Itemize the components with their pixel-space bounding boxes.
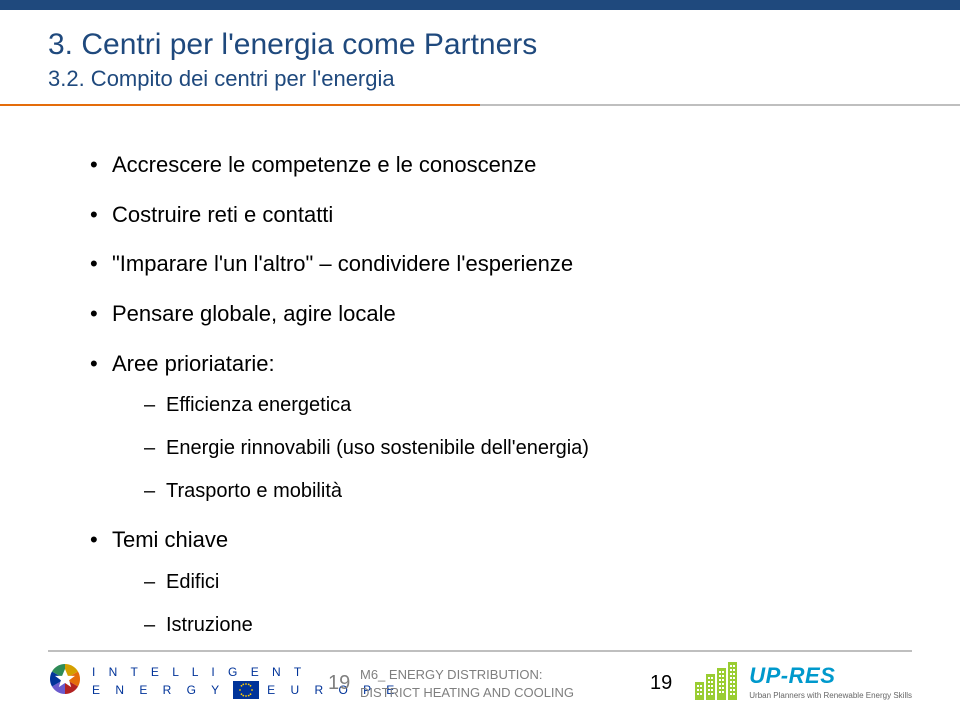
content-area: Accrescere le competenze e le conoscenze… (90, 150, 890, 659)
list-item: Istruzione (144, 612, 890, 639)
sub-bullet-text: Efficienza energetica (166, 394, 351, 416)
title-divider (0, 104, 960, 106)
bullet-text: Accrescere le competenze e le conoscenze (112, 152, 536, 177)
bullet-text: "Imparare l'un l'altro" – condividere l'… (112, 251, 573, 276)
slide-subtitle: 3.2. Compito dei centri per l'energia (48, 66, 395, 92)
sub-bullet-text: Edifici (166, 571, 219, 593)
module-line2: DISTRICT HEATING AND COOLING (360, 684, 574, 702)
sub-bullet-list: Efficienza energetica Energie rinnovabil… (112, 392, 890, 505)
slide-title: 3. Centri per l'energia come Partners (48, 28, 537, 62)
bullet-text: Temi chiave (112, 527, 228, 552)
list-item: "Imparare l'un l'altro" – condividere l'… (90, 249, 890, 279)
footer: I N T E L L I G E N T E N E R G Y (0, 650, 960, 716)
list-item: Aree prioriatarie: Efficienza energetica… (90, 349, 890, 506)
page-number-center: 19 (328, 672, 350, 695)
list-item: Costruire reti e contatti (90, 200, 890, 230)
sub-bullet-list: Edifici Istruzione (112, 569, 890, 639)
list-item: Efficienza energetica (144, 392, 890, 419)
sub-bullet-text: Energie rinnovabili (uso sostenibile del… (166, 437, 589, 459)
upres-logo: UP-RES Urban Planners with Renewable Ene… (693, 660, 912, 700)
bullet-text: Pensare globale, agire locale (112, 301, 396, 326)
buildings-icon (693, 660, 743, 700)
list-item: Pensare globale, agire locale (90, 299, 890, 329)
top-accent-bar (0, 0, 960, 10)
ie-row2-left: E N E R G Y (92, 683, 225, 697)
bullet-text: Aree prioriatarie: (112, 351, 275, 376)
list-item: Accrescere le competenze e le conoscenze (90, 150, 890, 180)
bullet-list: Accrescere le competenze e le conoscenze… (90, 150, 890, 639)
star-icon (48, 662, 82, 701)
ie-row1: I N T E L L I G E N T (92, 665, 400, 679)
list-item: Edifici (144, 569, 890, 596)
list-item: Energie rinnovabili (uso sostenibile del… (144, 435, 890, 462)
sub-bullet-text: Trasporto e mobilità (166, 480, 342, 502)
ie-text: I N T E L L I G E N T E N E R G Y (92, 665, 400, 699)
footer-divider (48, 650, 912, 652)
bullet-text: Costruire reti e contatti (112, 202, 333, 227)
upres-brand: UP-RES (749, 663, 912, 689)
sub-bullet-text: Istruzione (166, 614, 253, 636)
divider-orange (0, 104, 480, 106)
page-number-right: 19 (650, 672, 672, 695)
divider-gray (480, 104, 960, 106)
slide: 3. Centri per l'energia come Partners 3.… (0, 0, 960, 716)
list-item: Trasporto e mobilità (144, 478, 890, 505)
upres-text: UP-RES Urban Planners with Renewable Ene… (749, 663, 912, 700)
upres-tagline: Urban Planners with Renewable Energy Ski… (749, 691, 912, 700)
eu-flag-icon (233, 681, 259, 699)
list-item: Temi chiave Edifici Istruzione (90, 525, 890, 639)
module-label: M6_ ENERGY DISTRIBUTION: DISTRICT HEATIN… (360, 666, 574, 701)
module-line1: M6_ ENERGY DISTRIBUTION: (360, 666, 574, 684)
